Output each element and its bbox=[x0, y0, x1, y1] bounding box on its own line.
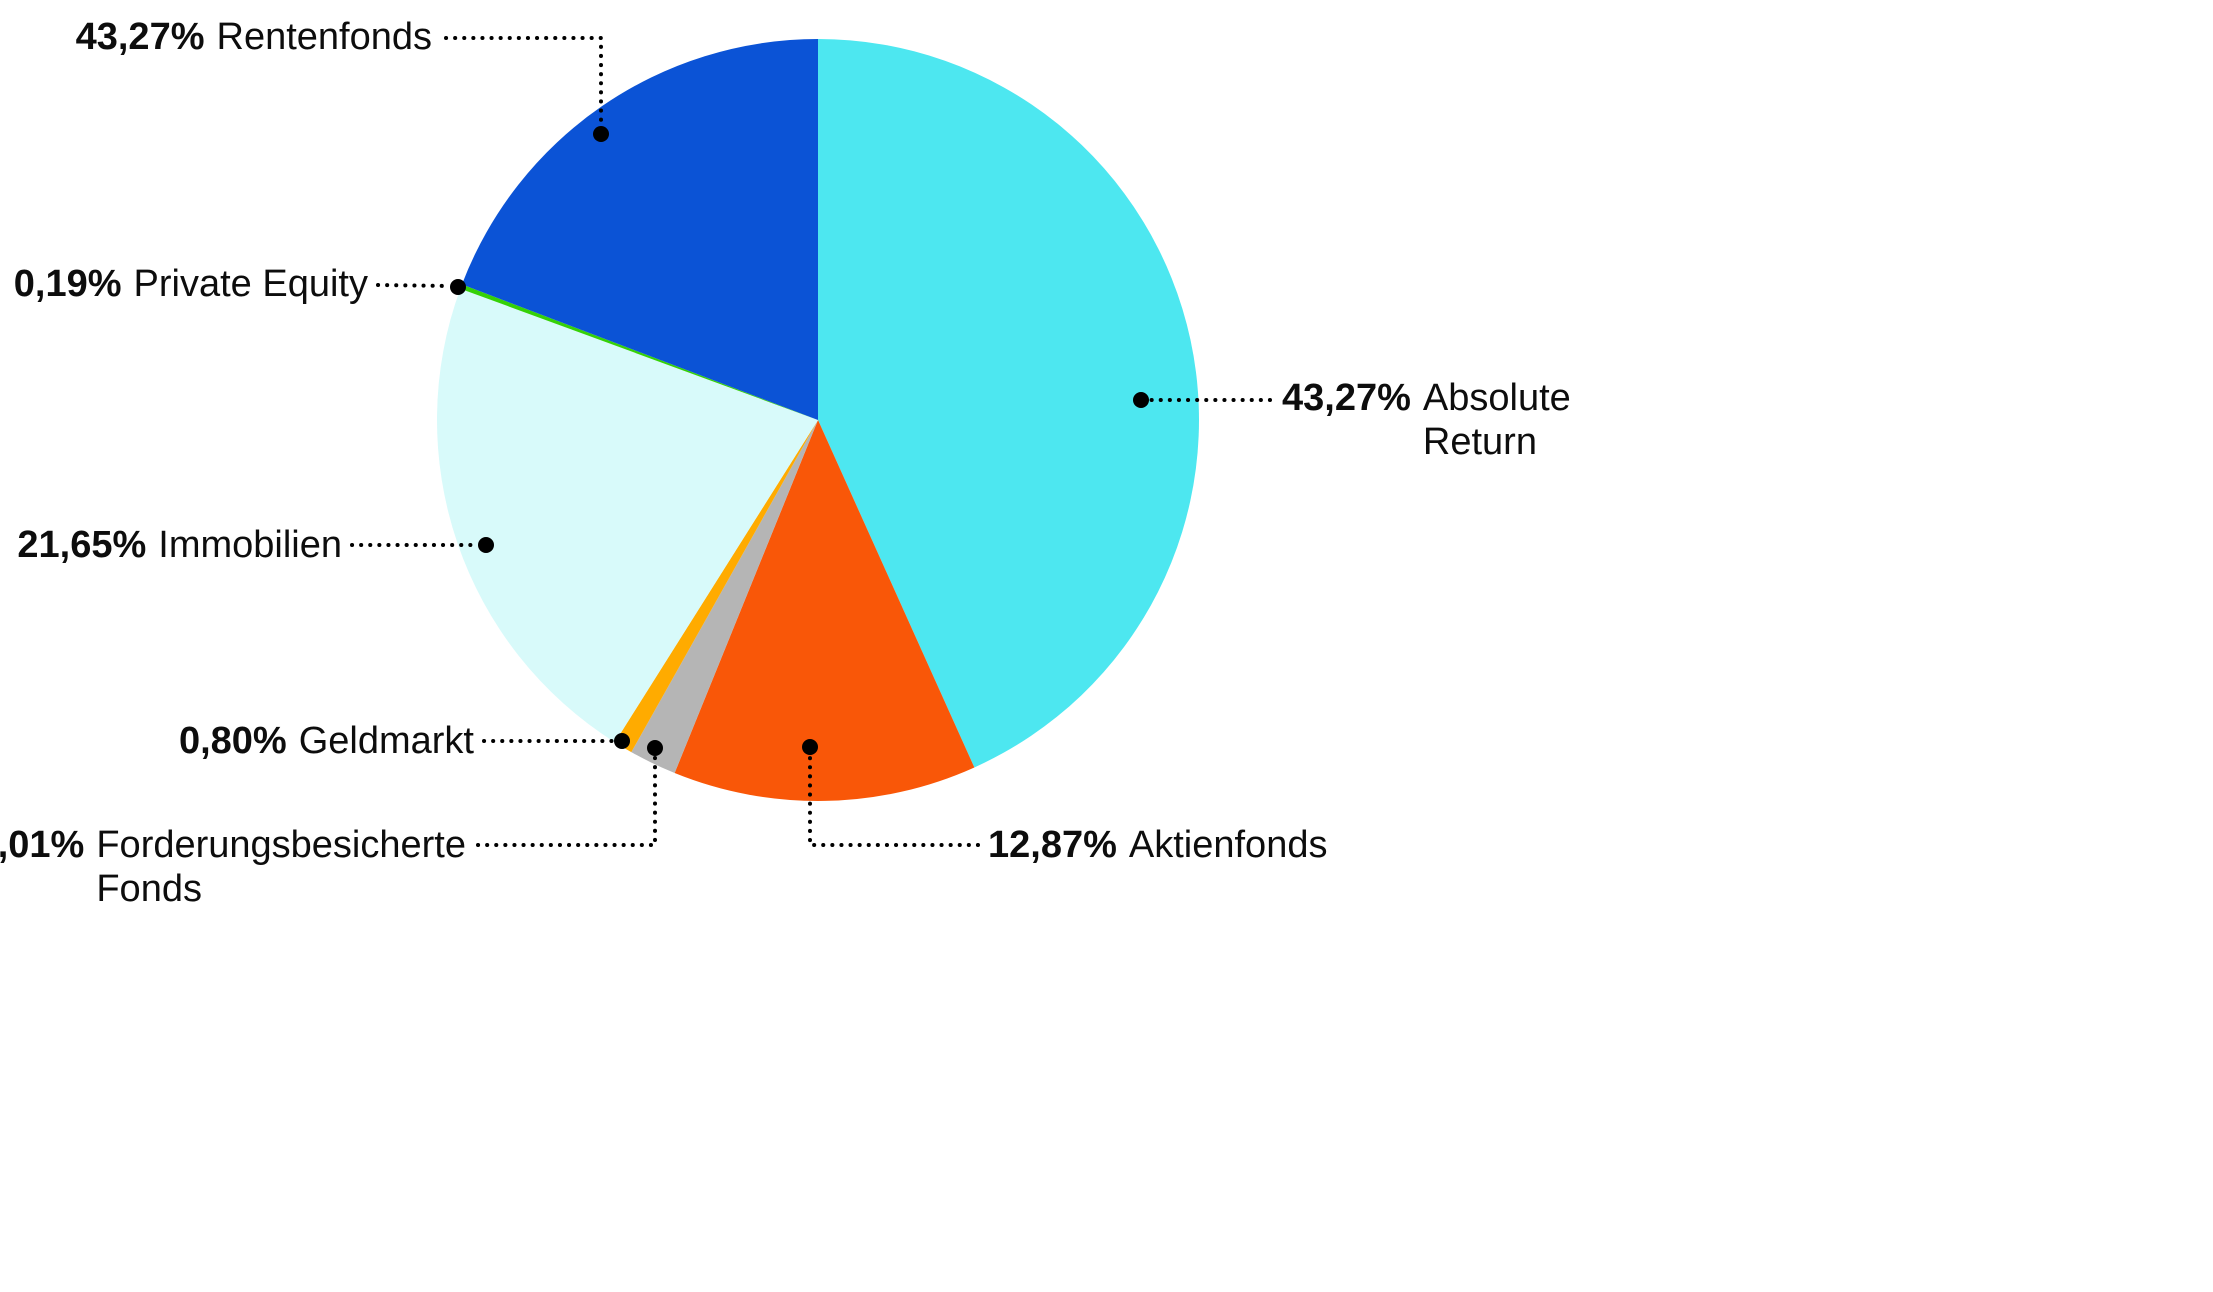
label-absolute-return-name-line1: Absolute bbox=[1422, 377, 1571, 419]
pie bbox=[436, 39, 1199, 802]
pie-slice-immobilien bbox=[436, 288, 818, 743]
label-rentenfonds-pct: 43,27% bbox=[75, 16, 205, 58]
leader-forderungsbesicherte bbox=[476, 756, 657, 847]
label-private-equity-name: Private Equity bbox=[133, 263, 368, 305]
leader-private-equity bbox=[376, 283, 450, 288]
pie-slice-geldmarkt bbox=[614, 420, 818, 753]
label-aktienfonds-name: Aktienfonds bbox=[1128, 824, 1328, 866]
label-forderungsbesicherte-name-line1: Forderungsbesicherte bbox=[96, 824, 466, 866]
anchor-dot-absolute-return bbox=[1133, 392, 1149, 408]
label-rentenfonds: 43,27% Rentenfonds bbox=[76, 15, 432, 59]
label-private-equity-pct: 0,19% bbox=[13, 263, 122, 305]
anchor-dot-geldmarkt bbox=[614, 733, 630, 749]
anchor-dot-immobilien bbox=[478, 537, 494, 553]
label-aktienfonds-pct: 12,87% bbox=[988, 824, 1117, 866]
label-private-equity: 0,19% Private Equity bbox=[14, 262, 368, 306]
anchor-dot-forderungsbesicherte bbox=[647, 740, 663, 756]
pie-slice-rentenfonds bbox=[461, 39, 818, 420]
label-immobilien: 21,65% Immobilien bbox=[17, 523, 342, 567]
label-geldmarkt: 0,80% Geldmarkt bbox=[179, 719, 474, 763]
label-rentenfonds-name: Rentenfonds bbox=[216, 16, 433, 58]
pie-slice-aktienfonds bbox=[674, 420, 975, 802]
label-forderungsbesicherte-name-line2: Fonds bbox=[96, 868, 202, 910]
label-aktienfonds: 12,87% Aktienfonds bbox=[988, 823, 1327, 867]
label-absolute-return-pct: 43,27% bbox=[1282, 377, 1411, 419]
anchor-dot-private-equity bbox=[450, 279, 466, 295]
label-geldmarkt-name: Geldmarkt bbox=[298, 720, 474, 762]
pie-slice-forderungsbesicherte-fonds bbox=[631, 420, 818, 773]
leader-lines bbox=[350, 36, 1272, 847]
anchor-dot-rentenfonds bbox=[593, 126, 609, 142]
label-absolute-return-name-line2: Return bbox=[1422, 421, 1537, 463]
pie-slice-absolute-return bbox=[818, 39, 1199, 768]
label-geldmarkt-pct: 0,80% bbox=[178, 720, 287, 762]
anchor-dot-aktienfonds bbox=[802, 739, 818, 755]
label-forderungsbesicherte-fonds: 2,01% Forderungsbesicherte Fonds bbox=[0, 823, 466, 911]
label-immobilien-pct: 21,65% bbox=[17, 524, 147, 566]
label-immobilien-name: Immobilien bbox=[158, 524, 342, 566]
leader-aktienfonds bbox=[808, 755, 980, 847]
label-absolute-return: 43,27% Absolute Return bbox=[1282, 376, 1571, 464]
label-forderungsbesicherte-pct: 2,01% bbox=[0, 824, 85, 866]
pie-slice-private-equity bbox=[460, 284, 818, 420]
leader-rentenfonds bbox=[444, 36, 603, 126]
